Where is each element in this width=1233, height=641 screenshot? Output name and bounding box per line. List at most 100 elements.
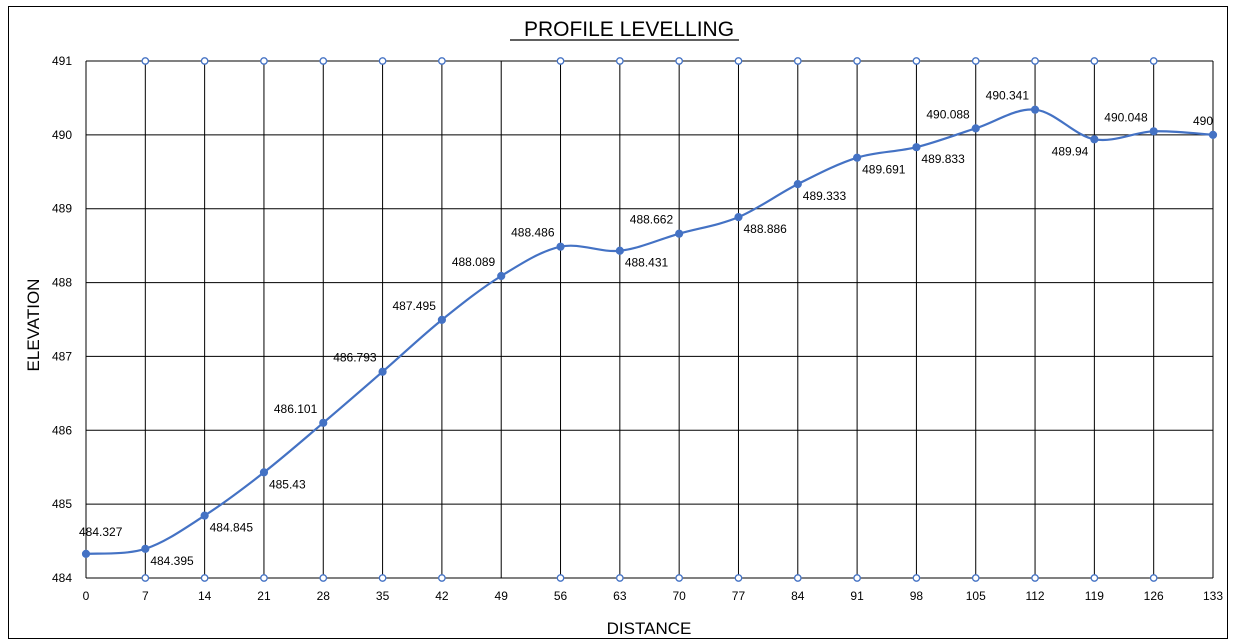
- axis-marker: [1149, 574, 1158, 582]
- data-point: [793, 180, 802, 189]
- axis-marker: [1090, 574, 1099, 582]
- axis-marker: [260, 57, 268, 65]
- data-points: [81, 105, 1218, 558]
- x-tick-label: 14: [198, 589, 212, 603]
- data-point: [259, 468, 269, 477]
- data-label: 484.395: [150, 554, 194, 568]
- y-tick-label: 484: [52, 571, 72, 585]
- data-label: 484.845: [210, 521, 254, 535]
- data-label: 485.43: [269, 477, 306, 491]
- data-point: [971, 124, 980, 133]
- axis-marker: [734, 574, 743, 582]
- axis-marker: [141, 57, 150, 65]
- x-tick-label: 98: [910, 589, 924, 603]
- data-point: [912, 143, 921, 152]
- data-label: 490: [1193, 114, 1213, 128]
- axis-marker: [1031, 57, 1039, 65]
- data-label: 488.089: [452, 255, 496, 269]
- x-tick-label: 105: [966, 589, 986, 603]
- x-tick-label: 91: [850, 589, 864, 603]
- axis-marker: [675, 57, 684, 65]
- x-tick-label: 133: [1203, 589, 1223, 603]
- data-label: 484.327: [79, 525, 123, 539]
- axis-marker: [200, 57, 209, 65]
- x-tick-label: 21: [257, 589, 271, 603]
- data-label: 489.333: [803, 189, 847, 203]
- data-label: 486.793: [333, 351, 377, 365]
- y-tick-label: 490: [52, 128, 72, 142]
- data-label: 486.101: [274, 402, 318, 416]
- chart-frame: 484.327 484.395 484.845 485.43 486.101 486.79…: [8, 6, 1228, 639]
- y-tick-label: 485: [52, 497, 72, 511]
- data-point: [437, 315, 446, 324]
- y-axis-title: ELEVATION: [24, 279, 43, 372]
- x-tick-label: 49: [495, 589, 509, 603]
- axis-marker: [141, 574, 150, 582]
- data-point: [497, 271, 506, 281]
- axis-marker: [1090, 57, 1099, 65]
- axis-marker: [1149, 57, 1158, 65]
- axis-marker: [1031, 574, 1039, 582]
- x-tick-label: 56: [554, 589, 568, 603]
- data-point: [615, 246, 624, 255]
- x-tick-label: 84: [791, 589, 805, 603]
- data-label: 489.691: [862, 163, 906, 177]
- axis-marker: [200, 574, 209, 582]
- axis-marker: [319, 57, 328, 65]
- x-tick-label: 35: [376, 589, 390, 603]
- x-tick-label: 112: [1025, 589, 1044, 603]
- data-label: 489.833: [921, 152, 965, 166]
- y-tick-label: 489: [52, 202, 72, 216]
- axis-marker: [378, 57, 387, 65]
- data-label: 490.341: [986, 89, 1030, 103]
- data-point: [1208, 130, 1218, 139]
- chart-title: PROFILE LEVELLING: [524, 18, 734, 41]
- data-point: [1149, 127, 1158, 136]
- axis-marker: [615, 574, 624, 582]
- y-tick-label: 491: [52, 54, 72, 68]
- axis-marker: [615, 57, 624, 65]
- axis-marker: [556, 57, 565, 65]
- data-label: 490.048: [1104, 110, 1148, 124]
- series-line: [85, 108, 1214, 555]
- x-tick-label: 42: [435, 589, 449, 603]
- y-tick-label: 487: [52, 349, 72, 363]
- axis-marker: [734, 57, 743, 65]
- data-point: [556, 242, 565, 251]
- axis-marker: [675, 574, 684, 582]
- x-tick-label: 70: [672, 589, 686, 603]
- x-tick-label: 63: [613, 589, 627, 603]
- axis-marker: [319, 574, 328, 582]
- y-tick-label: 486: [52, 423, 72, 437]
- axis-marker: [793, 57, 802, 65]
- data-label: 490.088: [926, 107, 970, 121]
- data-label: 488.662: [630, 213, 674, 227]
- grid-layer: [85, 60, 1214, 579]
- axis-marker: [260, 574, 268, 582]
- axis-marker: [971, 574, 980, 582]
- data-label: 488.486: [511, 226, 555, 240]
- x-tick-label: 126: [1144, 589, 1164, 603]
- axis-marker: [853, 574, 861, 582]
- data-point: [141, 544, 150, 553]
- axis-marker: [438, 57, 446, 65]
- axis-marker: [912, 574, 921, 582]
- axis-markers: [141, 57, 1158, 582]
- data-point: [81, 549, 91, 558]
- y-tick-labels: 484 485 486 487 488 489 490 491: [52, 54, 72, 585]
- data-point: [734, 213, 743, 222]
- x-tick-labels: 0 7 14 21 28 35 42 49 56 63 70 77 84 91 98 105 112 119 126…: [83, 589, 1224, 603]
- data-label: 489.94: [1052, 144, 1089, 158]
- data-point: [378, 367, 387, 376]
- x-tick-label: 0: [83, 589, 90, 603]
- data-label: 487.495: [393, 299, 437, 313]
- data-label: 488.431: [625, 256, 669, 270]
- axis-marker: [971, 57, 980, 65]
- data-point: [200, 511, 209, 520]
- data-point: [319, 418, 328, 427]
- x-tick-label: 7: [142, 589, 149, 603]
- x-tick-label: 28: [317, 589, 331, 603]
- x-tick-label: 77: [732, 589, 746, 603]
- x-tick-label: 119: [1085, 589, 1104, 603]
- x-axis-title: DISTANCE: [607, 619, 692, 638]
